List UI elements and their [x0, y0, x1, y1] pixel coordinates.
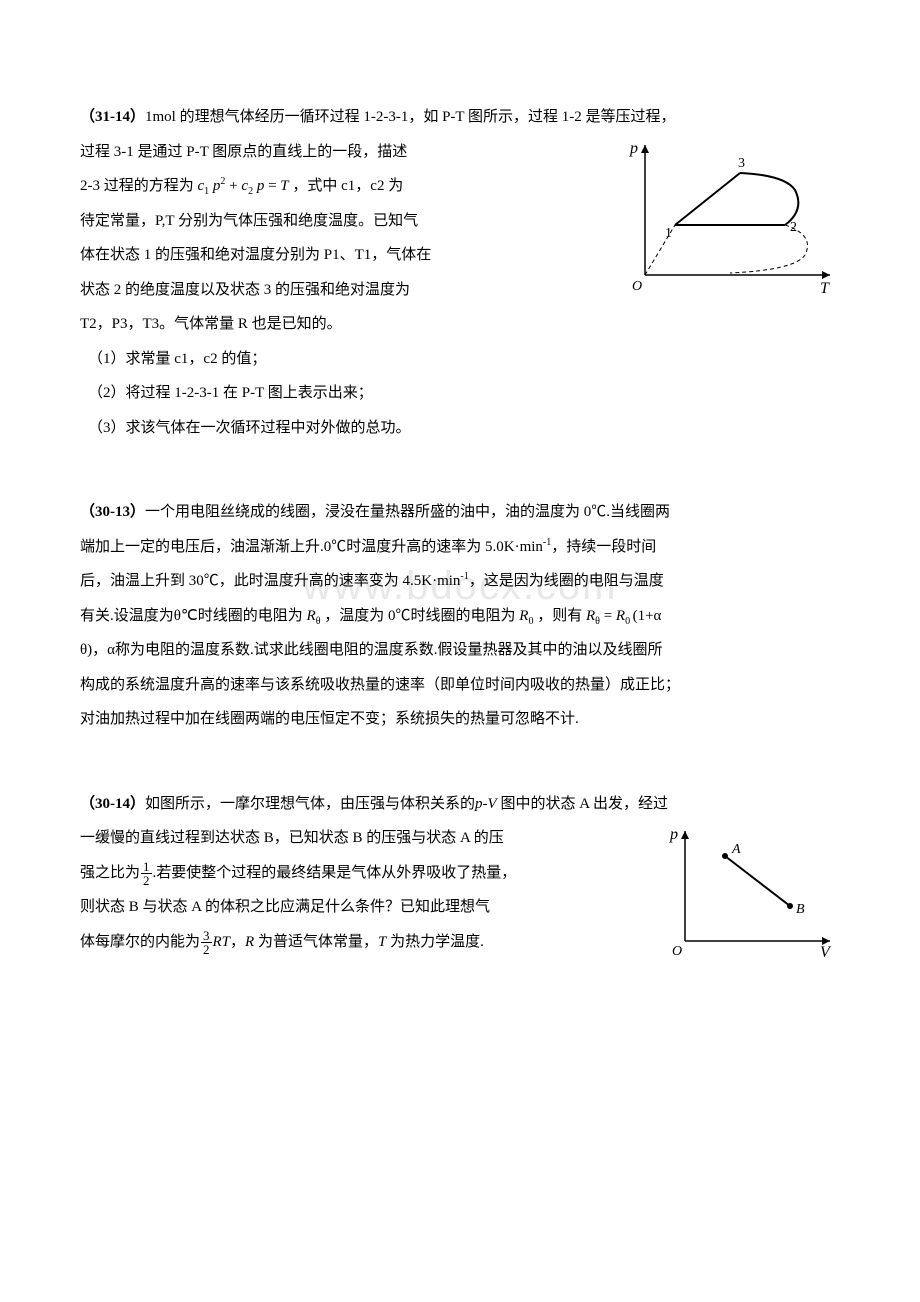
svg-text:T: T	[820, 280, 830, 297]
p2-line5: θ)，α称为电阻的温度系数.试求此线圈电阻的温度系数.假设量热器及其中的油以及线…	[80, 633, 840, 668]
p3-l5-post: ，	[230, 934, 245, 950]
problem-30-14: （30-14）如图所示，一摩尔理想气体，由压强与体积关系的p-V 图中的状态 A…	[80, 787, 840, 962]
svg-text:1: 1	[665, 226, 672, 241]
p1-diagram: p T O 1 2 3	[620, 135, 840, 305]
p3-line3: 强之比为12.若要使整个过程的最终结果是气体从外界吸收了热量，	[80, 856, 645, 891]
p2-R0-2-sub: 0	[625, 616, 633, 627]
p2-eq: =	[604, 608, 616, 624]
p1-line4: 待定常量，P,T 分别为气体压强和绝度温度。已知气	[80, 204, 605, 239]
p1-q1: （1）求常量 c1，c2 的值；	[88, 342, 840, 377]
p2-line7: 对油加热过程中加在线圈两端的电压恒定不变；系统损失的热量可忽略不计.	[80, 702, 840, 737]
svg-text:A: A	[731, 842, 741, 857]
eq-p2: p	[257, 178, 265, 194]
p3-l1-post: 图中的状态 A 出发，经过	[497, 796, 668, 812]
p3-frac2: 32	[201, 929, 212, 956]
p3-frac1: 12	[141, 860, 152, 887]
p2-l2-post: ，持续一段时间	[551, 539, 656, 555]
p2-Rtheta: R	[307, 608, 316, 624]
p1-line7: T2，P3，T3。气体常量 R 也是已知的。	[80, 307, 605, 342]
p2-R0-2: R	[616, 608, 625, 624]
p1-l3-pre: 2-3 过程的方程为	[80, 178, 194, 194]
p3-l5-post3: 为热力学温度.	[386, 934, 484, 950]
p3-l3-post: .若要使整个过程的最终结果是气体从外界吸收了热量，	[153, 865, 517, 881]
p3-l5-post2: 为普适气体常量，	[254, 934, 378, 950]
p2-line6: 构成的系统温度升高的速率与该系统吸收热量的速率（即单位时间内吸收的热量）成正比；	[80, 668, 840, 703]
p1-line6: 状态 2 的绝度温度以及状态 3 的压强和绝对温度为	[80, 273, 605, 308]
p2-exp2: -1	[460, 571, 468, 582]
p3-figure: p V O A B	[660, 821, 840, 961]
problem-30-13: （30-13）一个用电阻丝绕成的线圈，浸没在量热器所盛的油中，油的温度为 0℃.…	[80, 495, 840, 737]
p3-RT: RT	[213, 934, 231, 950]
p1-id: （31-14）	[80, 109, 145, 125]
p2-line1: （30-13）一个用电阻丝绕成的线圈，浸没在量热器所盛的油中，油的温度为 0℃.…	[80, 495, 840, 530]
p3-l3-pre: 强之比为	[80, 865, 140, 881]
svg-text:p: p	[669, 826, 678, 843]
p1-line5: 体在状态 1 的压强和绝对温度分别为 P1、T1，气体在	[80, 238, 605, 273]
p3-line2: 一缓慢的直线过程到达状态 B，已知状态 B 的压强与状态 A 的压	[80, 821, 645, 856]
p1-subquestions: （1）求常量 c1，c2 的值； （2）将过程 1-2-3-1 在 P-T 图上…	[88, 342, 840, 446]
p1-q2: （2）将过程 1-2-3-1 在 P-T 图上表示出来；	[88, 376, 840, 411]
eq-plus: +	[229, 178, 241, 194]
p3-pv: p-V	[475, 796, 497, 812]
problem-31-14: （31-14）1mol 的理想气体经历一循环过程 1-2-3-1，如 P-T 图…	[80, 100, 840, 445]
p3-line4: 则状态 B 与状态 A 的体积之比应满足什么条件？已知此理想气	[80, 890, 645, 925]
eq-c1-sub: 1	[204, 186, 209, 197]
p2-R0-1-sub: 0	[528, 616, 533, 627]
p2-line3: 后，油温上升到 30℃，此时温度升高的速率变为 4.5K·min-1，这是因为线…	[80, 564, 840, 599]
p2-Rtheta2-sub: θ	[595, 616, 600, 627]
p1-l3-post: ，式中 c1，c2 为	[292, 178, 403, 194]
svg-text:2: 2	[790, 220, 797, 235]
p2-Rtheta2: R	[586, 608, 595, 624]
p1-line2: 过程 3-1 是通过 P-T 图原点的直线上的一段，描述	[80, 135, 605, 170]
p2-l3-pre: 后，油温上升到 30℃，此时温度升高的速率变为 4.5K·min	[80, 573, 460, 589]
p2-l4-mid: ，温度为 0℃时线圈的电阻为	[324, 608, 515, 624]
page-content: （31-14）1mol 的理想气体经历一循环过程 1-2-3-1，如 P-T 图…	[80, 100, 840, 961]
svg-text:3: 3	[738, 156, 745, 171]
p2-l3-post: ，这是因为线圈的电阻与温度	[469, 573, 664, 589]
p3-f1-num: 1	[141, 860, 152, 874]
p2-Rtheta-sub: θ	[316, 616, 321, 627]
p2-l4-end: (1+α	[633, 608, 662, 624]
eq-c2-sub: 2	[248, 186, 253, 197]
eq-equals: =	[268, 178, 280, 194]
p3-line5: 体每摩尔的内能为32RT，R 为普适气体常量，T 为热力学温度.	[80, 925, 645, 960]
p1-line1: （31-14）1mol 的理想气体经历一循环过程 1-2-3-1，如 P-T 图…	[80, 100, 840, 135]
p2-text1: 一个用电阻丝绕成的线圈，浸没在量热器所盛的油中，油的温度为 0℃.当线圈两	[145, 504, 670, 520]
p1-figure: p T O 1 2 3	[620, 135, 840, 305]
p1-line3: 2-3 过程的方程为 c1 p2 + c2 p = T ，式中 c1，c2 为	[80, 169, 605, 204]
p3-l1-pre: 如图所示，一摩尔理想气体，由压强与体积关系的	[145, 796, 475, 812]
p1-text-block: 过程 3-1 是通过 P-T 图原点的直线上的一段，描述 2-3 过程的方程为 …	[80, 135, 605, 342]
p2-l2-pre: 端加上一定的电压后，油温渐渐上升.0℃时温度升高的速率为 5.0K·min	[80, 539, 543, 555]
p3-f2-den: 2	[201, 943, 212, 956]
p3-R: R	[245, 934, 254, 950]
p2-l4-pre: 有关.设温度为θ℃时线圈的电阻为	[80, 608, 303, 624]
p2-id: （30-13）	[80, 504, 145, 520]
svg-text:p: p	[629, 140, 638, 157]
p3-l5-pre: 体每摩尔的内能为	[80, 934, 200, 950]
svg-text:O: O	[672, 944, 682, 959]
p3-line1: （30-14）如图所示，一摩尔理想气体，由压强与体积关系的p-V 图中的状态 A…	[80, 787, 840, 822]
svg-text:V: V	[820, 944, 832, 961]
p3-diagram: p V O A B	[660, 821, 840, 961]
p3-id: （30-14）	[80, 796, 145, 812]
svg-text:O: O	[632, 279, 642, 294]
eq-T: T	[280, 178, 288, 194]
p3-f1-den: 2	[141, 874, 152, 887]
p1-text1: 1mol 的理想气体经历一循环过程 1-2-3-1，如 P-T 图所示，过程 1…	[145, 109, 676, 125]
p1-body: 过程 3-1 是通过 P-T 图原点的直线上的一段，描述 2-3 过程的方程为 …	[80, 135, 840, 342]
p2-line4: 有关.设温度为θ℃时线圈的电阻为 Rθ ，温度为 0℃时线圈的电阻为 R0 ，则…	[80, 599, 840, 634]
p3-f2-num: 3	[201, 929, 212, 943]
p3-text-block: 一缓慢的直线过程到达状态 B，已知状态 B 的压强与状态 A 的压 强之比为12…	[80, 821, 645, 959]
p3-body: 一缓慢的直线过程到达状态 B，已知状态 B 的压强与状态 A 的压 强之比为12…	[80, 821, 840, 961]
p1-q3: （3）求该气体在一次循环过程中对外做的总功。	[88, 411, 840, 446]
p2-l4-post: ，则有	[537, 608, 582, 624]
svg-text:B: B	[796, 902, 805, 917]
eq-p1-sup: 2	[220, 176, 225, 187]
p2-line2: 端加上一定的电压后，油温渐渐上升.0℃时温度升高的速率为 5.0K·min-1，…	[80, 530, 840, 565]
p2-exp1: -1	[543, 537, 551, 548]
